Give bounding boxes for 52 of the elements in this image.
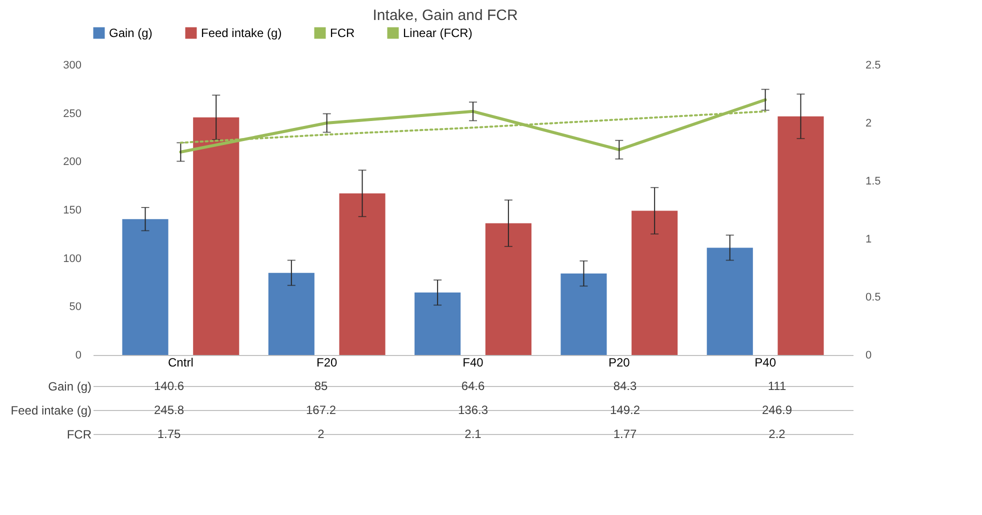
data-label: 246.9 [762, 403, 792, 417]
y2-tick-label: 0 [866, 350, 872, 362]
bar [485, 223, 532, 355]
data-label: 149.2 [610, 403, 640, 417]
y-tick-label: 250 [63, 108, 82, 120]
x-tick-label: Cntrl [168, 356, 194, 370]
legend-label: Feed intake (g) [201, 26, 282, 40]
y-tick-label: 100 [63, 252, 82, 265]
line-series [179, 98, 767, 154]
y-tick-label: 50 [69, 301, 82, 314]
x-tick-label: P20 [608, 356, 630, 370]
y2-tick-label: 1.5 [866, 176, 881, 188]
data-label: 2.1 [464, 427, 482, 441]
y2-tick-label: 2 [866, 118, 872, 130]
y-tick-label: 300 [63, 60, 82, 72]
data-label: 2.2 [768, 427, 786, 441]
bar [632, 210, 678, 355]
bar [414, 292, 461, 355]
bar [193, 117, 240, 355]
y-tick-label: 200 [63, 156, 82, 168]
legend-label: Gain (g) [109, 26, 152, 40]
data-label: 85 [314, 379, 328, 393]
text: Feed intake (g) [10, 404, 92, 418]
y2-tick-label: 2.5 [866, 60, 881, 72]
bar [122, 219, 168, 355]
data-label: 1.77 [613, 427, 637, 441]
data-label: 136.3 [458, 403, 488, 417]
bar [778, 116, 824, 355]
data-label: 167.2 [306, 403, 336, 417]
bar [339, 193, 386, 355]
data-label: 1.75 [157, 427, 181, 441]
legend-label: FCR [330, 26, 355, 40]
y-tick-label: 0 [75, 350, 82, 362]
data-label: 140.6 [154, 379, 184, 393]
bar [706, 248, 753, 355]
y-tick-label: 150 [63, 204, 82, 216]
data-label: 2 [318, 427, 325, 441]
text: FCR [66, 428, 92, 442]
bar [268, 272, 314, 355]
data-label: 64.6 [461, 379, 485, 393]
bar [560, 274, 607, 355]
legend-label: Linear (FCR) [403, 26, 472, 40]
data-label: 111 [768, 379, 786, 393]
x-tick-label: F20 [316, 356, 338, 370]
y2-tick-label: 0.5 [866, 292, 881, 304]
chart-title: Intake, Gain and FCR [372, 7, 518, 24]
y2-tick-label: 1 [866, 234, 872, 246]
x-tick-label: F40 [462, 356, 484, 370]
data-label: 245.8 [154, 403, 184, 417]
data-label: 84.3 [613, 379, 637, 393]
x-tick-label: P40 [754, 356, 776, 370]
text: Gain (g) [48, 380, 92, 394]
